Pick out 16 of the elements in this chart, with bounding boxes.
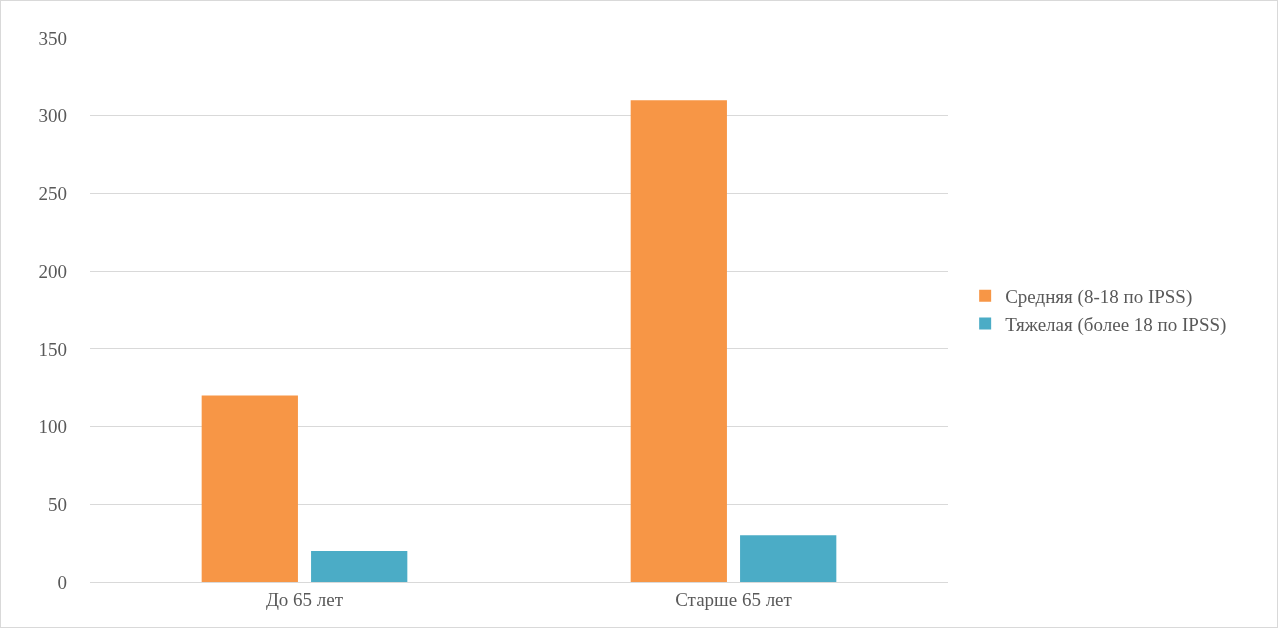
legend-label: Средняя (8-18 по IPSS) <box>1005 286 1193 309</box>
x-tick-label: До 65 лет <box>265 588 344 610</box>
bar <box>311 550 408 582</box>
y-tick-label: 50 <box>48 493 67 515</box>
x-tick-label: Старше 65 лет <box>675 588 793 610</box>
bar <box>740 535 837 582</box>
y-tick-label: 100 <box>38 416 67 438</box>
y-tick-label: 300 <box>38 105 67 127</box>
y-tick-label: 250 <box>38 183 67 205</box>
y-tick-label: 200 <box>38 260 67 282</box>
legend-label: Тяжелая (более 18 по IPSS) <box>1005 313 1227 336</box>
y-tick-label: 350 <box>38 27 67 49</box>
y-tick-label: 0 <box>57 571 67 593</box>
y-tick-label: 150 <box>38 338 67 360</box>
bar <box>630 100 727 582</box>
bar <box>201 395 298 582</box>
